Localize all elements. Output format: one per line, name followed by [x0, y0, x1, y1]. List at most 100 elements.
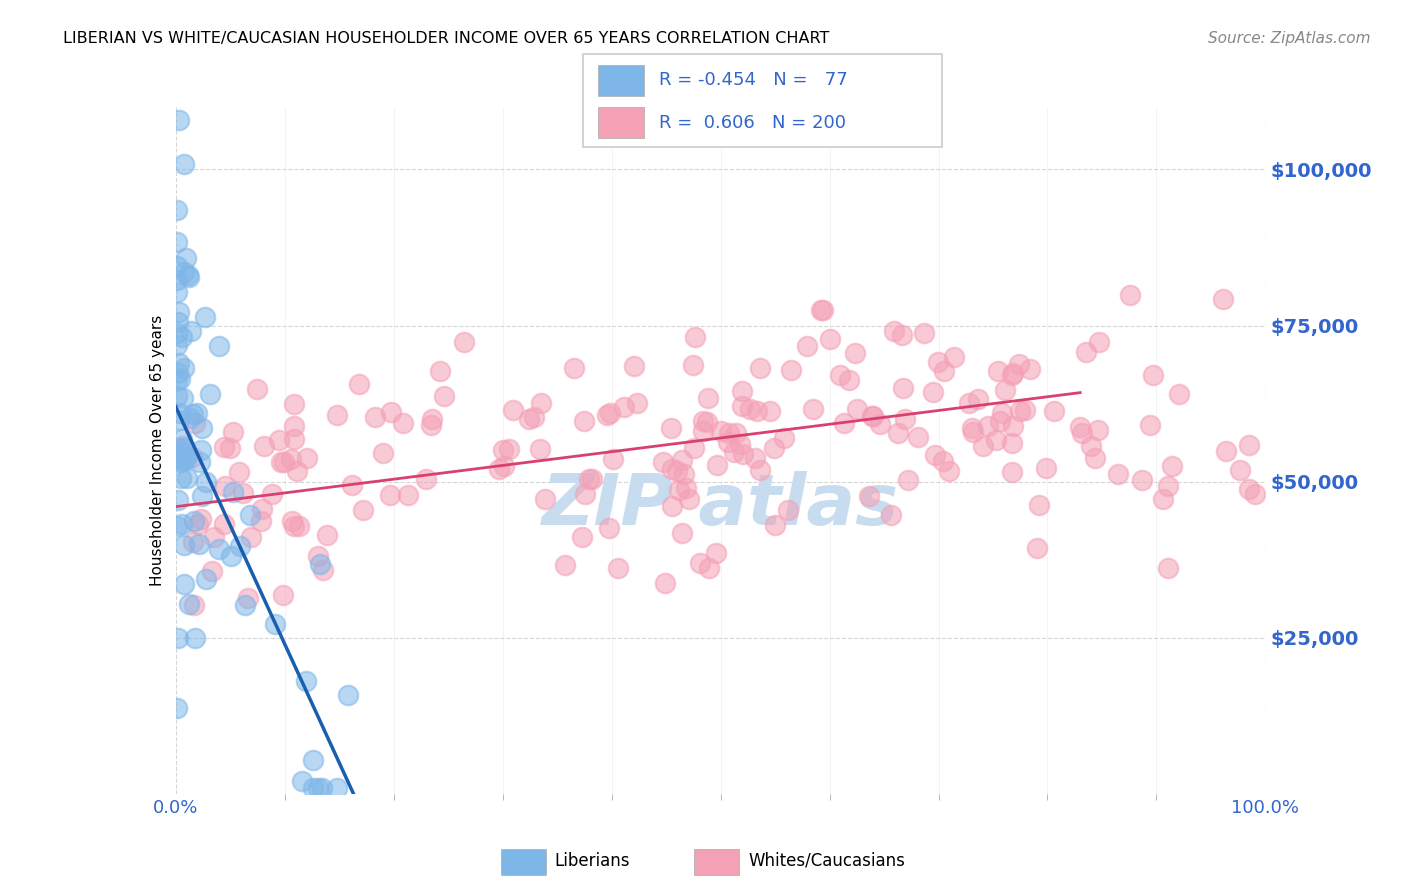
Point	[976, 419, 998, 434]
Point	[1001, 419, 1024, 434]
Point	[380, 405, 402, 419]
Point	[170, 445, 193, 459]
Point	[294, 674, 316, 689]
Point	[167, 442, 190, 456]
Point	[202, 530, 225, 544]
Point	[1237, 482, 1260, 496]
Point	[942, 351, 965, 365]
Point	[283, 519, 305, 533]
Point	[1107, 467, 1129, 481]
Point	[730, 384, 752, 398]
Point	[273, 455, 295, 469]
Point	[972, 439, 994, 453]
Point	[262, 487, 284, 501]
Point	[285, 464, 308, 478]
Point	[222, 425, 245, 439]
Point	[429, 364, 451, 378]
Point	[214, 479, 236, 493]
Point	[1239, 437, 1261, 451]
Point	[420, 412, 443, 426]
Point	[671, 453, 693, 467]
Point	[1119, 288, 1142, 302]
Point	[1074, 344, 1097, 359]
Point	[287, 519, 309, 533]
Point	[987, 364, 1010, 378]
Point	[166, 326, 188, 341]
Point	[1035, 461, 1057, 475]
Point	[1087, 334, 1109, 349]
Point	[309, 558, 332, 572]
FancyBboxPatch shape	[583, 54, 942, 147]
Point	[749, 361, 772, 376]
Text: R =  0.606   N = 200: R = 0.606 N = 200	[659, 113, 846, 132]
Point	[187, 537, 209, 551]
Point	[780, 362, 803, 376]
Point	[778, 503, 800, 517]
Point	[166, 492, 188, 507]
Point	[1157, 479, 1180, 493]
Point	[1215, 443, 1237, 458]
Point	[166, 259, 188, 273]
Point	[415, 472, 437, 486]
Point	[176, 268, 198, 282]
Point	[1139, 418, 1161, 433]
Point	[170, 455, 193, 469]
Point	[325, 408, 347, 422]
Point	[1142, 368, 1164, 383]
Point	[723, 445, 745, 459]
Point	[364, 409, 387, 424]
Point	[194, 310, 217, 324]
Point	[166, 285, 188, 300]
Point	[195, 572, 218, 586]
Point	[1087, 423, 1109, 437]
Point	[803, 402, 825, 417]
Point	[166, 389, 188, 403]
Point	[208, 339, 231, 353]
Point	[654, 575, 676, 590]
Point	[554, 558, 576, 572]
Point	[763, 517, 786, 532]
Point	[181, 407, 204, 421]
Point	[180, 450, 202, 464]
Point	[862, 409, 884, 423]
Point	[167, 112, 190, 127]
Text: LIBERIAN VS WHITE/CAUCASIAN HOUSEHOLDER INCOME OVER 65 YEARS CORRELATION CHART: LIBERIAN VS WHITE/CAUCASIAN HOUSEHOLDER …	[63, 31, 830, 46]
Point	[571, 530, 593, 544]
Point	[894, 411, 917, 425]
Point	[1001, 436, 1024, 450]
Point	[172, 439, 194, 453]
Point	[717, 425, 740, 440]
Point	[419, 418, 441, 433]
Point	[433, 389, 456, 403]
Point	[219, 549, 242, 564]
Text: ZIP atlas: ZIP atlas	[541, 471, 900, 540]
Point	[921, 385, 943, 400]
Point	[173, 577, 195, 591]
Text: Whites/Caucasians: Whites/Caucasians	[748, 852, 905, 870]
Point	[960, 420, 983, 434]
Point	[200, 564, 222, 578]
Point	[184, 416, 207, 430]
Point	[173, 538, 195, 552]
Point	[562, 361, 585, 376]
Point	[738, 401, 761, 416]
Point	[352, 503, 374, 517]
Point	[228, 465, 250, 479]
Point	[453, 335, 475, 350]
FancyBboxPatch shape	[501, 848, 546, 875]
Point	[291, 774, 314, 789]
Point	[283, 397, 305, 411]
Point	[666, 464, 689, 478]
Point	[218, 441, 240, 455]
Point	[1130, 473, 1153, 487]
Point	[190, 511, 212, 525]
Point	[492, 442, 515, 457]
Point	[239, 508, 262, 522]
Point	[613, 400, 636, 414]
Point	[342, 478, 364, 492]
Point	[176, 471, 198, 485]
Point	[167, 305, 190, 319]
Point	[1069, 419, 1091, 434]
Point	[581, 472, 603, 486]
Text: Source: ZipAtlas.com: Source: ZipAtlas.com	[1208, 31, 1371, 46]
